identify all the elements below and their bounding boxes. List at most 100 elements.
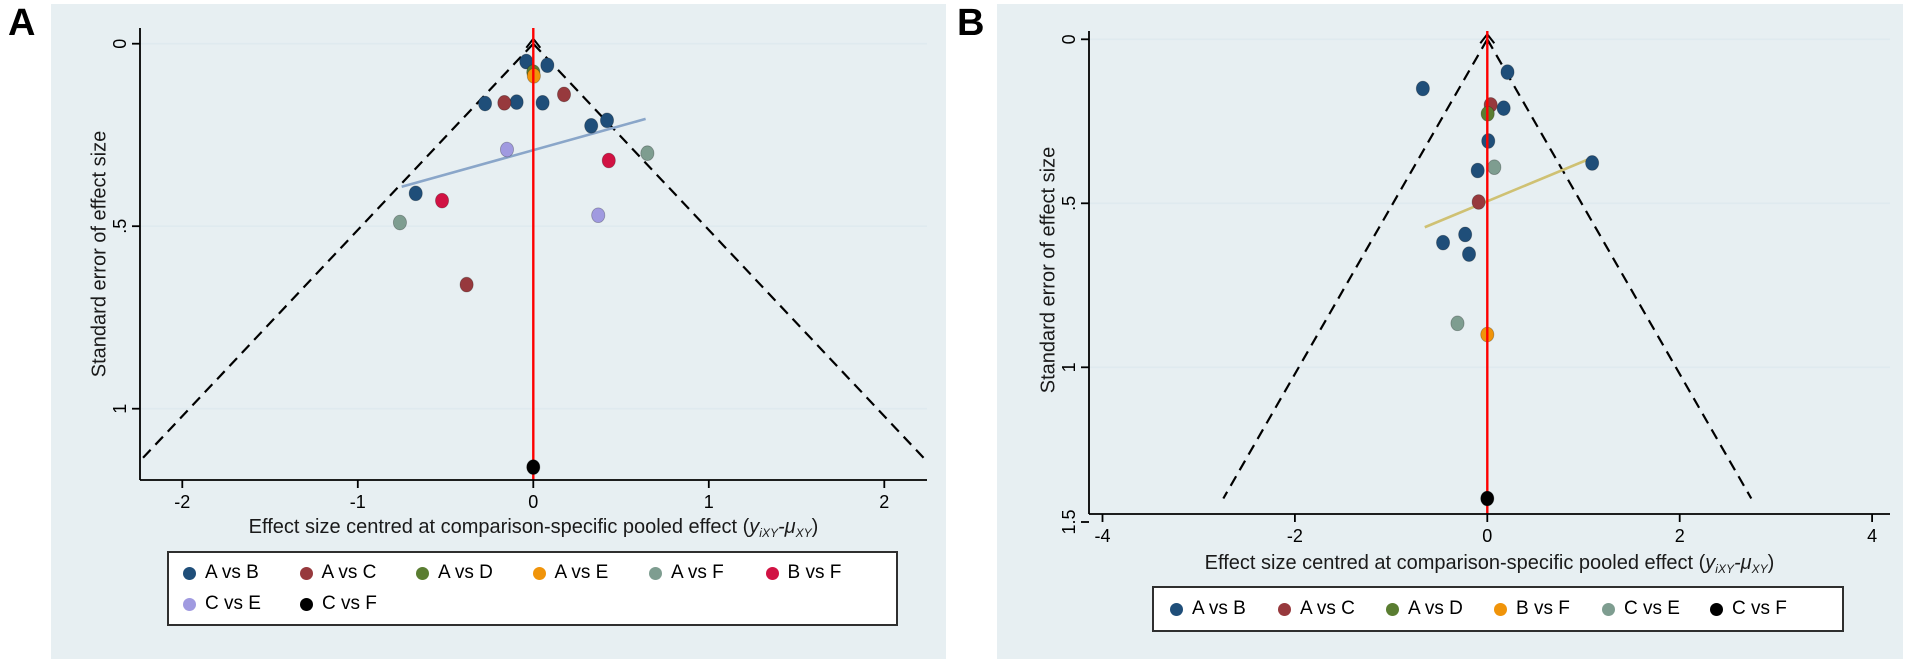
legend-item: C vs E (183, 593, 300, 615)
x-label-text: Effect size centred at comparison-specif… (248, 516, 750, 538)
y-tick-label: 0 (1059, 34, 1079, 44)
data-point (591, 207, 606, 224)
funnel-line-left (1222, 38, 1489, 500)
data-point (392, 214, 407, 231)
x-label-mu-var: μ (1740, 552, 1752, 574)
x-label-mu-var: μ (784, 516, 796, 538)
legend-dot-icon (1278, 602, 1291, 616)
legend-item: A vs C (299, 562, 417, 584)
panel-a-plot: -2 -1 0 1 2 0 .5 1 (110, 28, 928, 512)
x-label-y-var: y (749, 516, 760, 538)
legend-item: C vs F (1710, 598, 1818, 620)
data-point (1471, 194, 1486, 210)
x-label-y-sub: iXY (759, 526, 778, 540)
legend-dot-icon (1602, 602, 1615, 616)
panel-a-card: -2 -1 0 1 2 0 .5 1 Standard error of effect siz… (51, 4, 946, 659)
y-tick-label: 1 (1059, 362, 1079, 372)
legend-item: A vs D (1386, 598, 1494, 620)
panel-b-y-axis-label: Standard error of effect size (1037, 146, 1060, 394)
x-label-minus: - (777, 516, 785, 538)
x-label-mu-sub: XY (1751, 562, 1768, 576)
y-tick-label: 1 (110, 404, 130, 414)
panel-b-letter: B (957, 2, 985, 44)
legend-label: A vs C (1300, 598, 1355, 619)
trend-line (401, 117, 646, 189)
x-tick-label: 0 (1482, 526, 1492, 546)
legend-row: A vs B A vs C A vs D B vs F C vs E C vs F (1170, 598, 1826, 620)
legend-label: B vs F (1516, 598, 1570, 619)
data-point (1585, 155, 1600, 171)
x-label-minus: - (1733, 552, 1741, 574)
y-tick-label: 0 (110, 39, 130, 49)
legend-item: B vs F (765, 562, 883, 584)
x-label-mu-sub: XY (795, 526, 812, 540)
legend-dot-icon (183, 597, 196, 611)
x-tick-label: 4 (1867, 526, 1877, 546)
x-tick-label: 2 (1675, 526, 1685, 546)
panel-a-letter: A (8, 2, 36, 44)
panel-a-y-axis-label: Standard error of effect size (88, 130, 111, 378)
data-point (1487, 159, 1502, 176)
data-point (1462, 246, 1477, 262)
y-tick-label: .5 (110, 219, 130, 234)
x-label-close: ) (1767, 552, 1775, 574)
legend-dot-icon (1170, 602, 1183, 616)
x-label-y-var: y (1705, 552, 1716, 574)
legend-item: A vs E (532, 562, 650, 584)
data-point (526, 459, 541, 475)
x-tick-label: 2 (879, 492, 889, 512)
data-point (1480, 490, 1495, 507)
legend-row: A vs B A vs C A vs D A vs E A vs F B vs F (183, 562, 882, 584)
data-point (408, 185, 423, 202)
x-label-y-sub: iXY (1715, 562, 1734, 576)
data-point (540, 57, 555, 74)
data-point (499, 141, 514, 158)
legend-row: C vs E C vs F (183, 593, 882, 615)
legend-label: A vs F (671, 562, 724, 583)
panel-a-legend: A vs B A vs C A vs D A vs E A vs F B vs F C vs… (167, 551, 898, 626)
data-point (557, 86, 572, 103)
legend-item: C vs E (1602, 598, 1710, 620)
legend-label: C vs E (205, 593, 261, 614)
data-point (1496, 100, 1511, 116)
x-tick-label: -4 (1094, 526, 1110, 546)
funnel-line-left (139, 42, 535, 462)
panel-b-plot: -4 -2 0 2 4 0 .5 1 1.5 (1059, 31, 1890, 546)
legend-item: A vs B (183, 562, 300, 584)
x-tick-label: -2 (174, 492, 190, 512)
data-point (584, 118, 599, 134)
legend-item: A vs C (1278, 598, 1386, 620)
x-tick-label: -2 (1287, 526, 1303, 546)
x-tick-label: 1 (704, 492, 714, 512)
legend-item: B vs F (1494, 598, 1602, 620)
legend-item: C vs F (300, 593, 417, 615)
data-point (601, 152, 616, 169)
data-point (435, 192, 450, 209)
legend-dot-icon (532, 566, 546, 580)
data-point (640, 145, 655, 162)
legend-label: C vs F (322, 593, 377, 614)
legend-dot-icon (1710, 602, 1723, 616)
data-point (497, 95, 512, 111)
data-point (1450, 315, 1465, 332)
legend-dot-icon (416, 566, 429, 580)
data-point (1500, 64, 1515, 80)
funnel-line-right (1486, 38, 1753, 500)
legend-dot-icon (183, 566, 196, 580)
legend-dot-icon (1494, 602, 1507, 616)
data-point (600, 112, 615, 129)
data-point (509, 94, 524, 110)
legend-label: C vs F (1732, 598, 1787, 619)
legend-dot-icon (765, 566, 779, 580)
legend-dot-icon (1386, 602, 1399, 616)
legend-item: A vs F (649, 562, 766, 584)
trend-line (1424, 156, 1594, 229)
data-point (1470, 162, 1485, 179)
y-tick-label: .5 (1059, 196, 1079, 211)
legend-dot-icon (649, 566, 662, 580)
data-point (535, 95, 550, 111)
x-tick-label: -1 (350, 492, 366, 512)
legend-dot-icon (300, 597, 313, 611)
legend-item: A vs D (416, 562, 533, 584)
